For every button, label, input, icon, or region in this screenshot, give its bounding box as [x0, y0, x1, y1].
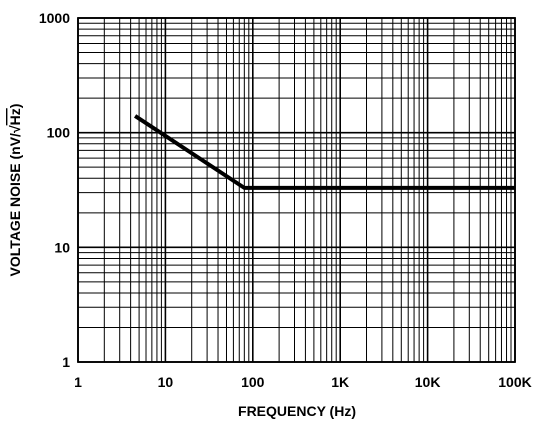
- y-axis-label-prefix: VOLTAGE NOISE (nV/: [7, 133, 23, 276]
- y-tick-labels: 1 10 100 1000: [39, 10, 70, 370]
- x-tick-label: 1: [74, 374, 82, 390]
- x-tick-label: 1K: [331, 374, 349, 390]
- y-tick-label: 1000: [39, 10, 70, 26]
- x-tick-label: 100K: [498, 374, 531, 390]
- y-tick-label: 10: [54, 239, 70, 255]
- x-tick-labels: 1 10 100 1K 10K 100K: [74, 374, 532, 390]
- y-axis-label-radicand: Hz: [7, 108, 23, 125]
- x-tick-label: 10K: [415, 374, 441, 390]
- grid-major-lines: [77, 17, 516, 363]
- x-axis-label: FREQUENCY (Hz): [238, 403, 356, 419]
- x-tick-label: 100: [241, 374, 265, 390]
- series-layer: [133, 114, 515, 190]
- y-tick-label: 1: [62, 354, 70, 370]
- x-tick-label: 10: [158, 374, 174, 390]
- y-axis-label-suffix: ): [7, 104, 23, 109]
- y-axis-label-radical: √: [7, 125, 23, 133]
- y-tick-label: 100: [47, 125, 71, 141]
- y-axis-label-text: VOLTAGE NOISE (nV/√Hz): [7, 104, 23, 277]
- noise-curve: [133, 114, 515, 190]
- plot-frame: [77, 17, 516, 363]
- grid-minor-lines: [78, 18, 515, 362]
- y-axis-label: VOLTAGE NOISE (nV/√Hz): [7, 104, 23, 277]
